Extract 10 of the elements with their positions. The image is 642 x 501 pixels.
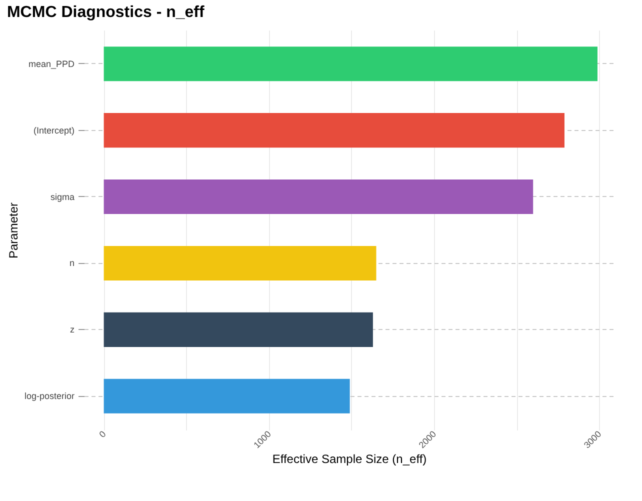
chart-title: MCMC Diagnostics - n_eff	[6, 4, 205, 21]
y-tick-label: sigma	[50, 192, 74, 202]
x-tick-label: 0	[97, 428, 108, 440]
y-tick-label: mean_PPD	[28, 58, 75, 69]
y-tick-label: (Intercept)	[33, 125, 74, 136]
y-tick-label: n	[69, 258, 74, 268]
x-axis-title: Effective Sample Size (n_eff)	[272, 452, 427, 466]
y-tick-label: z	[70, 324, 75, 335]
y-axis-title: Parameter	[6, 202, 20, 259]
y-tick-label: log-posterior	[24, 391, 74, 402]
